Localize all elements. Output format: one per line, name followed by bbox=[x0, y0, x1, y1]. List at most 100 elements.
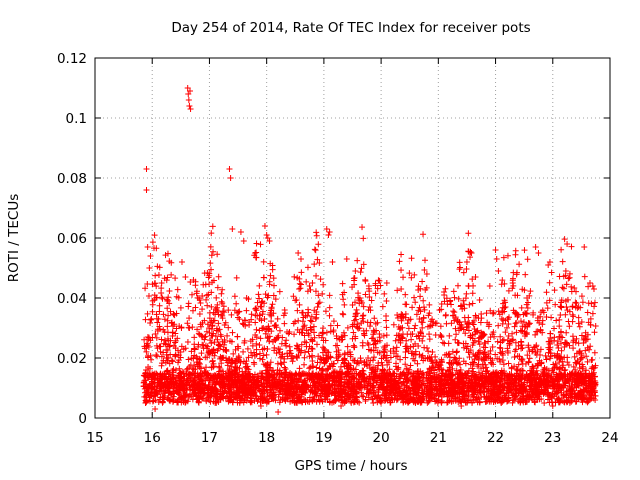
data-point bbox=[233, 300, 240, 307]
data-point bbox=[208, 230, 215, 237]
data-point bbox=[312, 315, 319, 322]
data-point bbox=[229, 399, 236, 406]
data-point bbox=[399, 311, 406, 318]
data-point bbox=[339, 280, 346, 287]
data-point bbox=[218, 311, 225, 318]
data-point bbox=[426, 336, 433, 343]
data-point bbox=[174, 388, 181, 395]
data-point bbox=[310, 323, 317, 330]
data-point bbox=[237, 390, 244, 397]
data-point bbox=[304, 288, 311, 295]
data-point bbox=[259, 346, 266, 353]
data-point bbox=[462, 295, 469, 302]
data-point bbox=[274, 360, 281, 367]
data-point bbox=[358, 374, 365, 381]
data-point bbox=[534, 370, 541, 377]
data-point bbox=[449, 365, 456, 372]
data-point bbox=[153, 370, 160, 377]
data-point bbox=[147, 389, 154, 396]
data-point bbox=[281, 364, 288, 371]
data-point bbox=[556, 316, 563, 323]
data-point bbox=[410, 378, 417, 385]
data-point bbox=[363, 359, 370, 366]
data-point bbox=[418, 381, 425, 388]
data-point bbox=[241, 337, 248, 344]
data-point bbox=[147, 316, 154, 323]
data-point bbox=[511, 372, 518, 379]
data-point bbox=[230, 384, 237, 391]
data-point bbox=[313, 364, 320, 371]
data-point bbox=[417, 308, 424, 315]
data-point bbox=[252, 305, 259, 312]
data-point bbox=[276, 399, 283, 406]
data-point bbox=[144, 281, 151, 288]
data-point bbox=[281, 320, 288, 327]
data-point bbox=[510, 269, 517, 276]
data-point bbox=[578, 332, 585, 339]
data-point bbox=[171, 321, 178, 328]
data-point bbox=[186, 386, 193, 393]
data-point bbox=[214, 284, 221, 291]
data-point bbox=[449, 391, 456, 398]
data-point bbox=[418, 318, 425, 325]
data-point bbox=[153, 342, 160, 349]
data-point bbox=[442, 285, 449, 292]
data-point bbox=[341, 289, 348, 296]
data-point bbox=[561, 339, 568, 346]
data-point bbox=[467, 361, 474, 368]
data-point bbox=[359, 339, 366, 346]
data-point bbox=[396, 258, 403, 265]
data-point bbox=[263, 362, 270, 369]
data-point bbox=[227, 372, 234, 379]
data-point bbox=[452, 355, 459, 362]
data-point bbox=[578, 350, 585, 357]
data-point bbox=[559, 375, 566, 382]
data-point bbox=[366, 303, 373, 310]
data-point bbox=[360, 312, 367, 319]
data-point bbox=[376, 334, 383, 341]
data-point bbox=[496, 311, 503, 318]
data-point bbox=[271, 322, 278, 329]
data-point bbox=[431, 395, 438, 402]
data-point bbox=[424, 345, 431, 352]
data-point bbox=[438, 333, 445, 340]
data-point bbox=[225, 373, 232, 380]
data-point bbox=[196, 311, 203, 318]
data-point bbox=[148, 376, 155, 383]
data-point bbox=[370, 331, 377, 338]
data-point bbox=[499, 399, 506, 406]
data-point bbox=[555, 345, 562, 351]
data-point bbox=[365, 307, 372, 314]
data-point bbox=[259, 298, 266, 305]
data-point bbox=[208, 289, 215, 296]
data-point bbox=[517, 367, 524, 374]
data-point bbox=[544, 372, 551, 379]
data-point bbox=[158, 280, 165, 287]
data-point bbox=[556, 366, 563, 373]
data-point bbox=[398, 371, 405, 378]
data-point bbox=[446, 350, 453, 357]
data-point bbox=[483, 364, 490, 371]
data-point bbox=[477, 319, 484, 326]
data-point bbox=[394, 312, 401, 319]
data-point bbox=[360, 393, 367, 400]
data-point bbox=[175, 399, 182, 406]
data-point bbox=[149, 301, 156, 308]
data-point bbox=[277, 360, 284, 367]
data-point bbox=[242, 395, 249, 402]
data-point bbox=[226, 366, 233, 373]
data-point bbox=[452, 336, 459, 343]
data-point bbox=[399, 324, 406, 331]
data-point bbox=[285, 389, 292, 396]
data-point bbox=[240, 358, 247, 365]
data-point bbox=[465, 349, 472, 356]
data-point bbox=[452, 325, 459, 332]
data-point bbox=[347, 353, 354, 360]
data-point bbox=[365, 285, 372, 292]
data-point bbox=[588, 357, 595, 364]
data-point bbox=[202, 333, 209, 340]
data-point bbox=[241, 317, 248, 324]
data-point bbox=[275, 380, 282, 387]
data-point bbox=[522, 271, 529, 278]
